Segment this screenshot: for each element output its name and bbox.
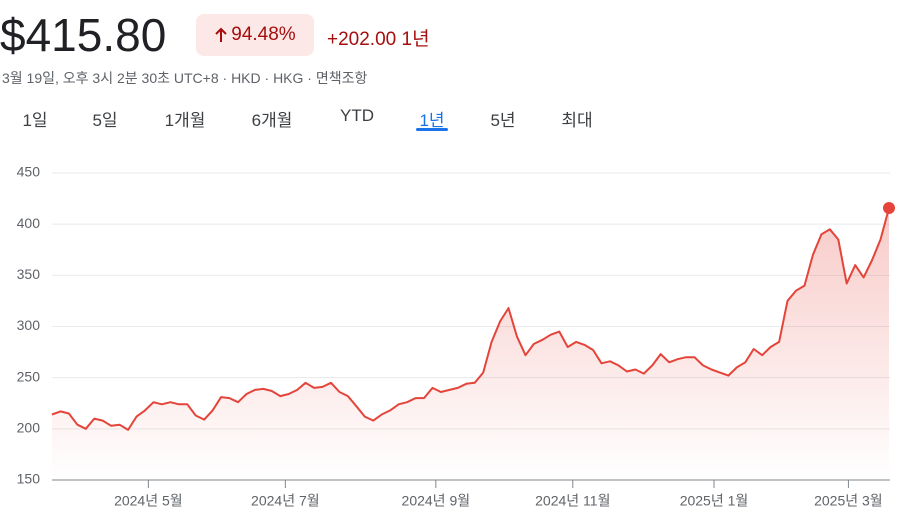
y-tick-label: 400	[17, 215, 41, 231]
change: +202.00 1년	[327, 24, 430, 51]
x-tick-label: 2025년 1월	[680, 493, 749, 509]
y-tick-label: 300	[17, 317, 41, 333]
range-tab[interactable]: 1년	[419, 111, 445, 130]
range-tab[interactable]: 최대	[561, 111, 593, 130]
x-tick-label: 2024년 11월	[535, 493, 610, 509]
change-percent: 94.48%	[231, 24, 296, 45]
timestamp: 3월 19일, 오후 3시 2분 30초 UTC+8 · HKD · HKG ·…	[2, 70, 368, 86]
tab-underline	[416, 128, 448, 131]
range-tab[interactable]: 6개월	[251, 111, 293, 130]
y-tick-label: 250	[17, 368, 41, 384]
range-tab[interactable]: 5년	[490, 111, 516, 130]
y-tick-label: 200	[17, 420, 41, 436]
x-tick-label: 2025년 3월	[814, 493, 883, 509]
x-tick-label: 2024년 9월	[402, 493, 471, 509]
price-line	[51, 207, 890, 431]
last-point	[883, 201, 895, 214]
y-tick-label: 350	[17, 266, 41, 282]
period: 1년	[401, 29, 430, 50]
up-arrow	[215, 27, 227, 42]
range-tab[interactable]: 5일	[92, 111, 118, 130]
range-tab[interactable]: 1일	[22, 111, 48, 130]
y-tick-label: 150	[17, 471, 41, 487]
range-tab[interactable]: YTD	[340, 106, 374, 125]
change-badge: 94.48%	[196, 14, 314, 56]
x-tick-label: 2024년 7월	[251, 493, 320, 509]
price: $415.80	[0, 9, 167, 61]
y-tick-label: 450	[17, 164, 41, 180]
range-tab[interactable]: 1개월	[164, 111, 206, 130]
x-tick-label: 2024년 5월	[114, 493, 183, 509]
area	[52, 208, 889, 480]
change-value: +202.00	[327, 29, 397, 50]
